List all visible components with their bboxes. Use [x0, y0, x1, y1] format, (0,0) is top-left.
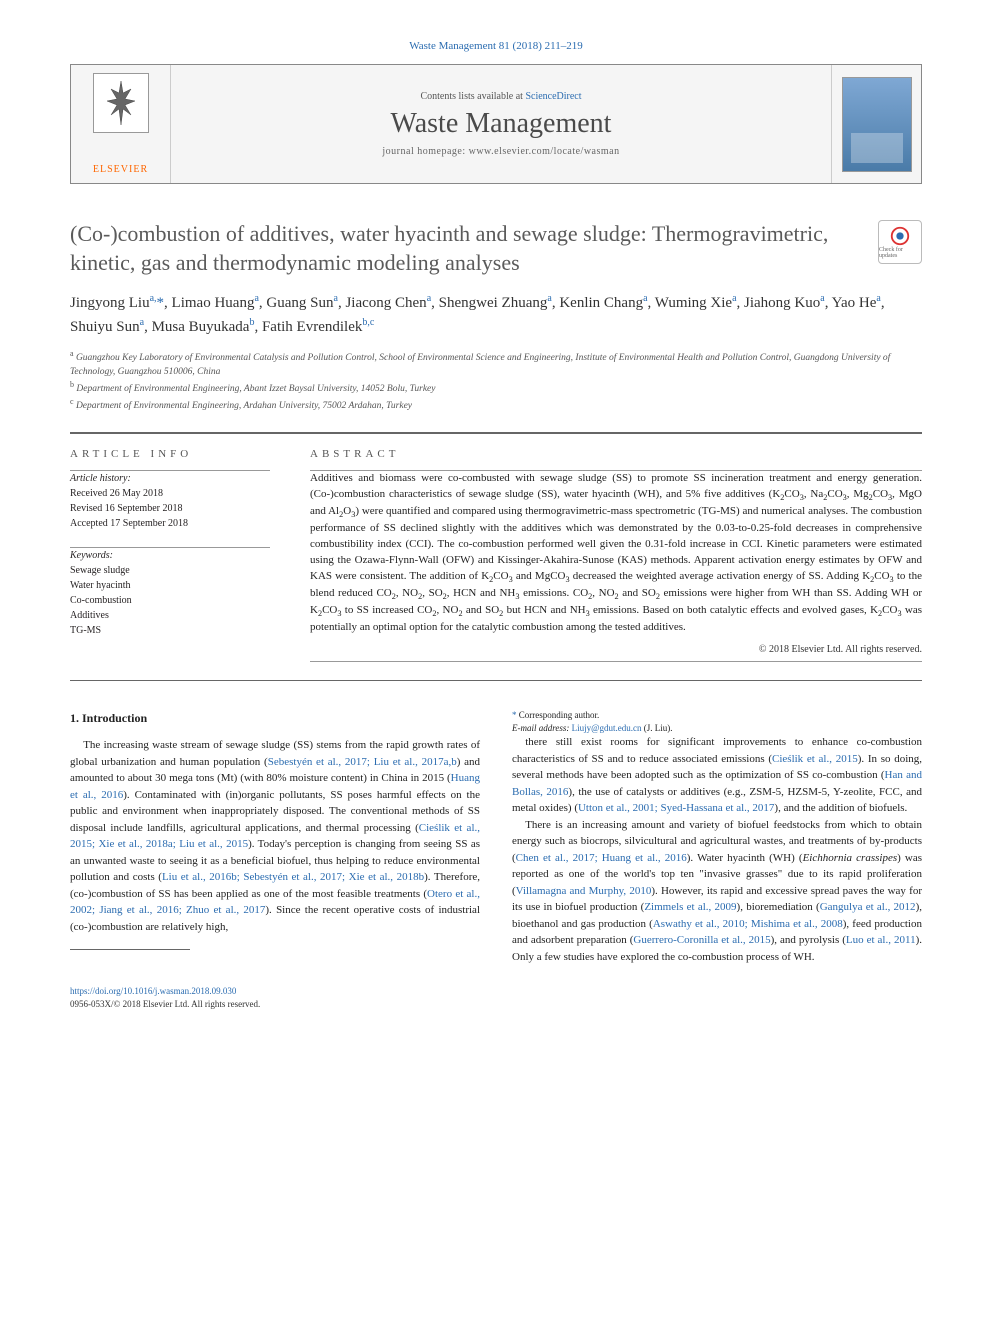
- journal-homepage: journal homepage: www.elsevier.com/locat…: [382, 146, 619, 157]
- sciencedirect-link[interactable]: ScienceDirect: [525, 91, 581, 102]
- affiliations: a Guangzhou Key Laboratory of Environmen…: [70, 348, 922, 414]
- footer-bar: https://doi.org/10.1016/j.wasman.2018.09…: [70, 985, 922, 1010]
- affiliation-b: b Department of Environmental Engineerin…: [70, 379, 922, 396]
- divider-icon: [70, 680, 922, 681]
- article-info-column: ARTICLE INFO Article history: Received 2…: [70, 448, 270, 662]
- journal-name: Waste Management: [391, 108, 612, 140]
- contents-prefix: Contents lists available at: [420, 91, 525, 102]
- abstract-heading: ABSTRACT: [310, 448, 922, 460]
- author-list: Jingyong Liua,*, Limao Huanga, Guang Sun…: [70, 291, 922, 338]
- doi-link[interactable]: https://doi.org/10.1016/j.wasman.2018.09…: [70, 985, 922, 998]
- corresponding-author-label: Corresponding author.: [519, 710, 600, 720]
- article-info-heading: ARTICLE INFO: [70, 448, 270, 460]
- cover-block: [831, 65, 921, 183]
- keyword-item: Sewage sludge: [70, 563, 270, 578]
- footnote-rule-icon: [70, 949, 190, 950]
- check-updates-icon: [889, 225, 911, 247]
- keyword-item: Water hyacinth: [70, 578, 270, 593]
- history-label: Article history:: [70, 471, 270, 486]
- author-email-link[interactable]: Liujy@gdut.edu.cn: [572, 723, 642, 733]
- article-history: Article history: Received 26 May 2018 Re…: [70, 471, 270, 531]
- sub-divider-icon: [310, 661, 922, 662]
- contents-available: Contents lists available at ScienceDirec…: [420, 91, 581, 102]
- journal-header: ELSEVIER Contents lists available at Sci…: [70, 64, 922, 184]
- publisher-label: ELSEVIER: [93, 164, 148, 175]
- revised-date: Revised 16 September 2018: [70, 501, 270, 516]
- homepage-url[interactable]: www.elsevier.com/locate/wasman: [469, 146, 620, 157]
- email-label: E-mail address:: [512, 723, 569, 733]
- keywords-block: Keywords: Sewage sludge Water hyacinth C…: [70, 548, 270, 638]
- email-who: (J. Liu).: [644, 723, 673, 733]
- body-paragraph: there still exist rooms for significant …: [512, 734, 922, 817]
- article-title: (Co-)combustion of additives, water hyac…: [70, 220, 862, 277]
- affiliation-a: a Guangzhou Key Laboratory of Environmen…: [70, 348, 922, 379]
- keywords-label: Keywords:: [70, 548, 270, 563]
- keyword-item: TG-MS: [70, 623, 270, 638]
- section-heading: 1. Introduction: [70, 709, 480, 727]
- check-updates-badge[interactable]: Check for updates: [878, 220, 922, 264]
- journal-reference: Waste Management 81 (2018) 211–219: [70, 40, 922, 52]
- abstract-text: Additives and biomass were co-combusted …: [310, 471, 922, 636]
- affiliation-c: c Department of Environmental Engineerin…: [70, 396, 922, 413]
- journal-cover-icon: [842, 77, 912, 172]
- publisher-block: ELSEVIER: [71, 65, 171, 183]
- abstract-copyright: © 2018 Elsevier Ltd. All rights reserved…: [310, 644, 922, 655]
- body-text: 1. Introduction The increasing waste str…: [70, 709, 922, 965]
- body-paragraph: The increasing waste stream of sewage sl…: [70, 737, 480, 935]
- keyword-item: Additives: [70, 608, 270, 623]
- elsevier-tree-icon: [93, 73, 149, 133]
- keyword-item: Co-combustion: [70, 593, 270, 608]
- footnotes: * Corresponding author. E-mail address: …: [512, 709, 922, 734]
- abstract-column: ABSTRACT Additives and biomass were co-c…: [310, 448, 922, 662]
- check-updates-label: Check for updates: [879, 247, 921, 259]
- issn-copyright: 0956-053X/© 2018 Elsevier Ltd. All right…: [70, 998, 922, 1011]
- body-paragraph: There is an increasing amount and variet…: [512, 817, 922, 966]
- received-date: Received 26 May 2018: [70, 486, 270, 501]
- homepage-prefix: journal homepage:: [382, 146, 468, 157]
- accepted-date: Accepted 17 September 2018: [70, 516, 270, 531]
